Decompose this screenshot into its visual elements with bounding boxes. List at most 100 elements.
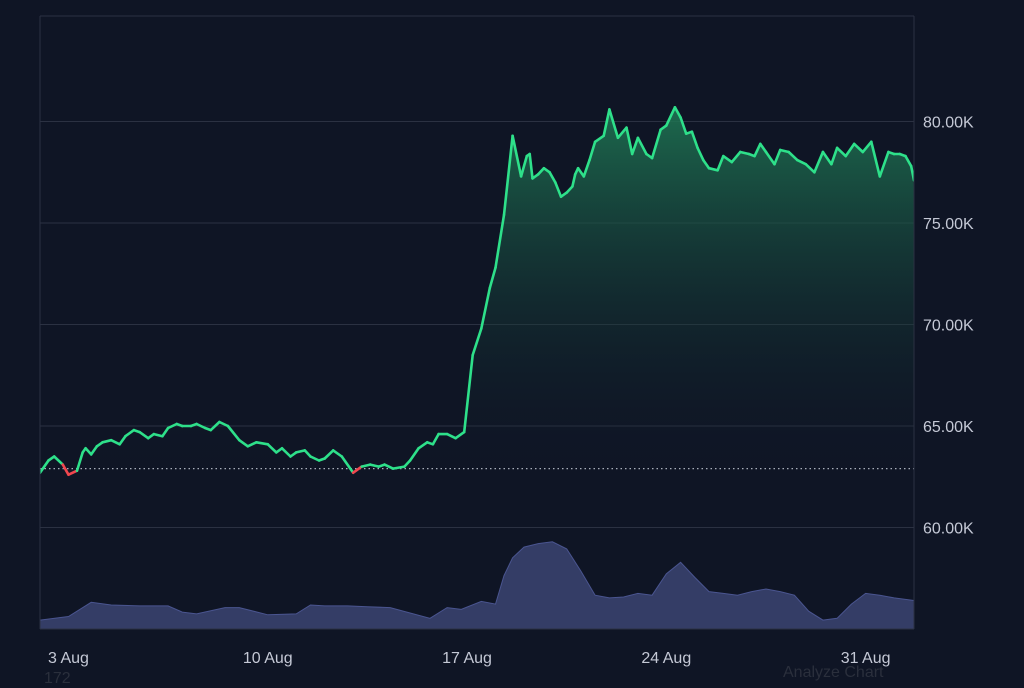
x-tick-label-4: 31 Aug bbox=[841, 650, 891, 667]
price-segment bbox=[813, 150, 825, 174]
price-segment bbox=[383, 463, 395, 470]
price-segment bbox=[255, 440, 270, 446]
price-segment bbox=[166, 422, 178, 430]
price-segment bbox=[52, 455, 65, 466]
price-segment bbox=[331, 449, 344, 458]
price-segment bbox=[408, 446, 420, 462]
price-segment bbox=[368, 463, 381, 468]
price-segment bbox=[360, 463, 372, 468]
price-segment bbox=[636, 136, 648, 156]
price-segment bbox=[716, 154, 725, 172]
price-segment bbox=[502, 134, 514, 217]
y-tick-label-2: 70.00K bbox=[923, 318, 974, 335]
price-segment bbox=[730, 150, 742, 164]
price-segment bbox=[565, 185, 574, 194]
price-segment bbox=[494, 213, 506, 270]
price-segment bbox=[403, 459, 412, 468]
x-tick-label-1: 10 Aug bbox=[243, 650, 293, 667]
price-segment bbox=[479, 286, 492, 330]
price-segment bbox=[625, 126, 634, 156]
price-segment bbox=[218, 420, 230, 428]
price-segment bbox=[844, 142, 856, 158]
x-tick-label-2: 17 Aug bbox=[442, 650, 492, 667]
price-segment bbox=[209, 420, 221, 432]
price-segment bbox=[548, 171, 557, 184]
price-segment bbox=[778, 148, 791, 154]
price-segment bbox=[246, 440, 258, 448]
price-segment bbox=[511, 134, 523, 178]
price-segment bbox=[571, 173, 577, 188]
price-segment bbox=[582, 158, 591, 178]
price-segment bbox=[804, 162, 816, 174]
price-segment bbox=[351, 465, 364, 475]
price-segment bbox=[679, 116, 688, 135]
price-segment bbox=[528, 152, 534, 180]
price-segment bbox=[431, 432, 440, 446]
price-segment bbox=[61, 463, 70, 477]
price-segment bbox=[488, 266, 497, 290]
analyze-chart-button[interactable]: Analyze Chart bbox=[783, 664, 884, 681]
price-segment bbox=[758, 142, 768, 154]
price-segment bbox=[852, 142, 865, 154]
price-segment bbox=[835, 146, 848, 158]
price-segment bbox=[690, 130, 699, 150]
price-segment bbox=[101, 438, 113, 444]
price-segment bbox=[303, 449, 312, 458]
price-segment bbox=[593, 134, 606, 144]
y-tick-label-1: 65.00K bbox=[923, 419, 974, 436]
price-segment bbox=[391, 465, 406, 470]
price-segment bbox=[294, 449, 307, 454]
price-segment bbox=[821, 150, 833, 166]
price-area-fill bbox=[40, 107, 914, 475]
x-tick-label-0: 3 Aug bbox=[48, 650, 89, 667]
price-segment bbox=[152, 432, 164, 438]
price-segment bbox=[89, 444, 99, 456]
price-segment bbox=[124, 428, 136, 438]
price-segment bbox=[471, 327, 483, 357]
x-tick-label-3: 24 Aug bbox=[641, 650, 691, 667]
price-segment bbox=[664, 106, 677, 127]
volume-area bbox=[40, 541, 914, 629]
y-tick-label-0: 60.00K bbox=[923, 521, 974, 538]
price-segment bbox=[536, 166, 546, 176]
partial-footer-text: 172 bbox=[44, 670, 71, 687]
price-segment bbox=[830, 146, 839, 166]
price-segment bbox=[608, 108, 620, 140]
price-segment bbox=[576, 166, 586, 178]
price-segment bbox=[84, 446, 93, 456]
price-segment bbox=[869, 140, 882, 178]
price-segment bbox=[118, 434, 127, 446]
price-segment bbox=[630, 136, 640, 156]
y-tick-label-4: 80.00K bbox=[923, 115, 974, 132]
price-segment bbox=[323, 449, 335, 460]
price-segment bbox=[67, 469, 79, 477]
price-segment bbox=[340, 455, 355, 475]
price-segment bbox=[309, 455, 321, 462]
price-segment bbox=[721, 154, 734, 164]
price-segment bbox=[195, 422, 207, 430]
price-segment bbox=[650, 128, 662, 160]
price-segment bbox=[795, 158, 808, 166]
price-segment bbox=[707, 166, 719, 172]
price-segment bbox=[75, 451, 84, 473]
price-segment bbox=[138, 430, 150, 440]
price-segment bbox=[861, 140, 873, 154]
price-segment bbox=[696, 146, 705, 162]
price-segment bbox=[454, 430, 466, 440]
price-segment bbox=[417, 440, 429, 450]
price-segment bbox=[238, 438, 250, 448]
price-segment bbox=[764, 150, 776, 166]
price-segment bbox=[701, 158, 711, 170]
price-segment bbox=[109, 438, 121, 446]
price-segment bbox=[673, 106, 682, 119]
price-segment bbox=[266, 442, 278, 454]
price-segment bbox=[904, 154, 913, 168]
price-segment bbox=[878, 150, 890, 178]
price-segment bbox=[519, 154, 529, 178]
price-segment bbox=[602, 108, 611, 138]
price-segment bbox=[280, 446, 292, 458]
price-segment bbox=[553, 181, 563, 198]
price-segment bbox=[787, 150, 799, 162]
